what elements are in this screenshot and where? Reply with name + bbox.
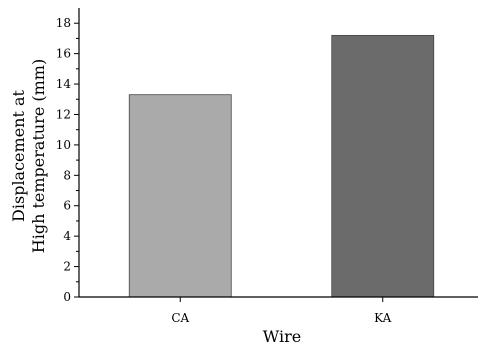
- y-tick-label: 2: [63, 260, 71, 274]
- y-tick-label: 12: [56, 107, 71, 121]
- y-tick-label: 8: [63, 168, 71, 182]
- bar-ka: [332, 35, 434, 297]
- y-tick-label: 4: [63, 229, 71, 243]
- x-tick-label-ka: KA: [374, 311, 391, 325]
- y-tick-label: 10: [56, 138, 71, 152]
- y-axis-title-line-2: High temperature (mm): [29, 59, 48, 253]
- x-axis-title: Wire: [263, 327, 301, 346]
- x-tick-label-ca: CA: [171, 311, 189, 325]
- y-tick-label: 16: [56, 47, 71, 61]
- y-tick-label: 14: [56, 77, 72, 91]
- y-tick-label: 18: [56, 16, 71, 30]
- y-tick-label: 6: [63, 199, 71, 213]
- y-axis-title-line-1: Displacement at: [9, 89, 28, 221]
- y-tick-label: 0: [63, 290, 71, 304]
- plot-area: CA KA 0 2 4 6 8 10 12 14 16 18: [56, 8, 478, 325]
- bar-ca: [129, 95, 231, 297]
